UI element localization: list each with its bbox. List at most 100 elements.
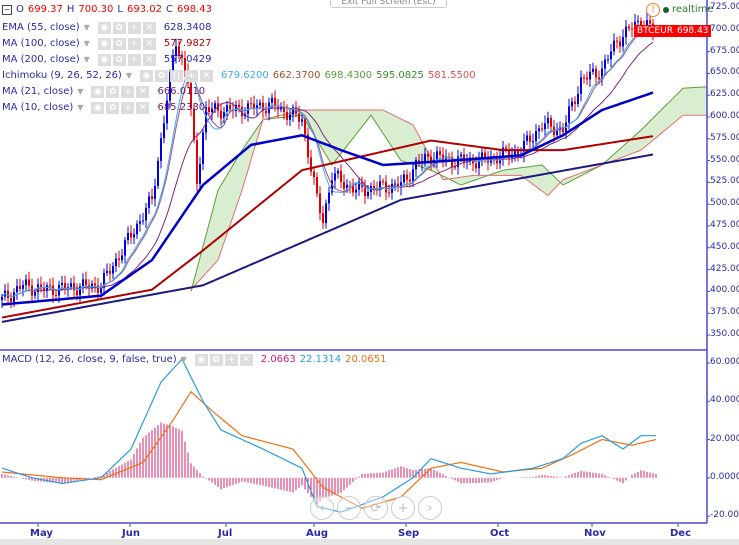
price-tick: 600.00 <box>710 111 739 121</box>
indicator-legend[interactable]: Ichimoku (9, 26, 52, 26) ▼ ◉ ✿() + ✕ 679.6200 6… <box>2 68 476 83</box>
month-label: Aug <box>306 528 329 539</box>
candle-body <box>214 103 216 109</box>
chevron-down-icon[interactable]: ▼ <box>83 55 90 64</box>
eye-icon[interactable]: ◉ <box>97 53 111 66</box>
chevron-down-icon[interactable]: ▼ <box>83 23 90 32</box>
eye-icon[interactable]: ◉ <box>91 101 105 114</box>
warning-icon[interactable]: ! <box>646 3 660 17</box>
chevron-down-icon[interactable]: ▼ <box>125 71 132 80</box>
candle-body <box>379 181 381 190</box>
candle-body <box>412 169 414 182</box>
macd-legend[interactable]: MACD (12, 26, close, 9, false, true) ▼ ◉ ✿… <box>2 352 387 367</box>
chevron-down-icon[interactable]: ▼ <box>180 355 187 364</box>
gear-icon[interactable]: ✿ <box>209 353 223 366</box>
candle-body <box>337 170 339 174</box>
candle-body <box>259 102 261 106</box>
plus-icon[interactable]: + <box>224 353 238 366</box>
realtime-status: realtime <box>663 4 714 15</box>
candle-body <box>631 28 633 30</box>
close-icon[interactable]: ✕ <box>136 85 150 98</box>
gear-icon[interactable]: ✿ <box>112 53 126 66</box>
indicator-name[interactable]: Ichimoku (9, 26, 52, 26) <box>2 70 122 81</box>
zoom-in-button[interactable]: + <box>391 496 415 520</box>
ichimoku-span-b <box>190 109 707 290</box>
close-icon[interactable]: ✕ <box>239 353 253 366</box>
candle-body <box>397 183 399 188</box>
candle-body <box>256 105 258 109</box>
close-icon[interactable]: ✕ <box>136 101 150 114</box>
plus-icon[interactable]: + <box>127 53 141 66</box>
gear-icon[interactable]: ✿ <box>112 37 126 50</box>
candle-body <box>292 107 294 115</box>
candle-body <box>208 107 210 112</box>
gear-icon[interactable]: ✿ <box>106 85 120 98</box>
chevron-down-icon[interactable]: ▼ <box>83 39 90 48</box>
candle-body <box>196 140 198 184</box>
cloud-icon[interactable]: () <box>170 69 183 82</box>
eye-icon[interactable]: ◉ <box>140 69 153 82</box>
price-tick: 650.00 <box>710 67 739 78</box>
eye-icon[interactable]: ◉ <box>97 37 111 50</box>
macd-hist-value: 2.0663 <box>260 354 296 365</box>
indicator-name[interactable]: MA (10, close) <box>2 102 74 113</box>
collapse-icon[interactable]: − <box>2 4 12 15</box>
price-tick: 400.00 <box>710 285 739 296</box>
close-icon[interactable]: ✕ <box>142 37 156 50</box>
candle-body <box>142 220 144 222</box>
indicator-name[interactable]: EMA (55, close) <box>2 22 80 33</box>
scrollbar[interactable] <box>0 539 739 545</box>
candle-body <box>43 287 45 292</box>
indicator-name[interactable]: MA (21, close) <box>2 86 74 97</box>
candle-body <box>442 154 444 161</box>
indicator-name[interactable]: MA (200, close) <box>2 54 80 65</box>
candle-body <box>544 123 546 130</box>
plus-icon[interactable]: + <box>121 101 135 114</box>
indicator-legend[interactable]: MA (100, close) ▼ ◉ ✿ + ✕ 577.9827 <box>2 36 212 51</box>
candle-body <box>439 151 441 155</box>
candle-body <box>283 106 285 112</box>
indicator-legend[interactable]: MA (10, close) ▼ ◉ ✿ + ✕ 685.2330 <box>2 100 205 115</box>
price-tick: 625.00 <box>710 89 739 100</box>
plus-icon[interactable]: + <box>127 37 141 50</box>
zoom-out-button[interactable]: − <box>337 496 361 520</box>
candle-body <box>595 68 597 78</box>
close-icon[interactable]: ✕ <box>142 53 156 66</box>
indicator-legend[interactable]: EMA (55, close) ▼ ◉ ✿ + ✕ 628.3408 <box>2 20 211 35</box>
gear-icon[interactable]: ✿ <box>112 21 126 34</box>
chevron-down-icon[interactable]: ▼ <box>77 103 84 112</box>
close-icon[interactable]: ✕ <box>142 21 156 34</box>
candle-body <box>265 110 267 114</box>
candle-body <box>145 207 147 221</box>
candle-body <box>568 106 570 123</box>
eye-icon[interactable]: ◉ <box>194 353 208 366</box>
candle-body <box>514 150 516 155</box>
indicator-value: 698.4300 <box>324 70 373 81</box>
candle-body <box>484 152 486 159</box>
reset-button[interactable]: ⟳ <box>364 496 388 520</box>
eye-icon[interactable]: ◉ <box>91 85 105 98</box>
indicator-legend[interactable]: MA (21, close) ▼ ◉ ✿ + ✕ 666.0110 <box>2 84 205 99</box>
scroll-forward-button[interactable]: › <box>418 496 442 520</box>
gear-icon[interactable]: ✿ <box>106 101 120 114</box>
exit-fullscreen-button[interactable]: Exit Full Screen (Esc) <box>330 0 447 8</box>
plus-icon[interactable]: + <box>127 21 141 34</box>
plus-icon[interactable]: + <box>121 85 135 98</box>
candle-body <box>163 123 165 139</box>
indicator-legend[interactable]: MA (200, close) ▼ ◉ ✿ + ✕ 557.0429 <box>2 52 212 67</box>
scroll-back-button[interactable]: ‹ <box>310 496 334 520</box>
candle-body <box>235 104 237 112</box>
gear-icon[interactable]: ✿ <box>155 69 168 82</box>
candle-body <box>523 140 525 155</box>
chevron-down-icon[interactable]: ▼ <box>77 87 84 96</box>
macd-tick: -20.0000 <box>710 510 739 521</box>
close-icon[interactable]: ✕ <box>200 69 213 82</box>
candle-body <box>289 114 291 120</box>
candle-body <box>136 223 138 235</box>
candle-body <box>181 54 183 59</box>
macd-name[interactable]: MACD (12, 26, close, 9, false, true) <box>2 354 177 365</box>
candle-body <box>193 108 195 141</box>
eye-icon[interactable]: ◉ <box>97 21 111 34</box>
plus-icon[interactable]: + <box>185 69 198 82</box>
indicator-name[interactable]: MA (100, close) <box>2 38 80 49</box>
